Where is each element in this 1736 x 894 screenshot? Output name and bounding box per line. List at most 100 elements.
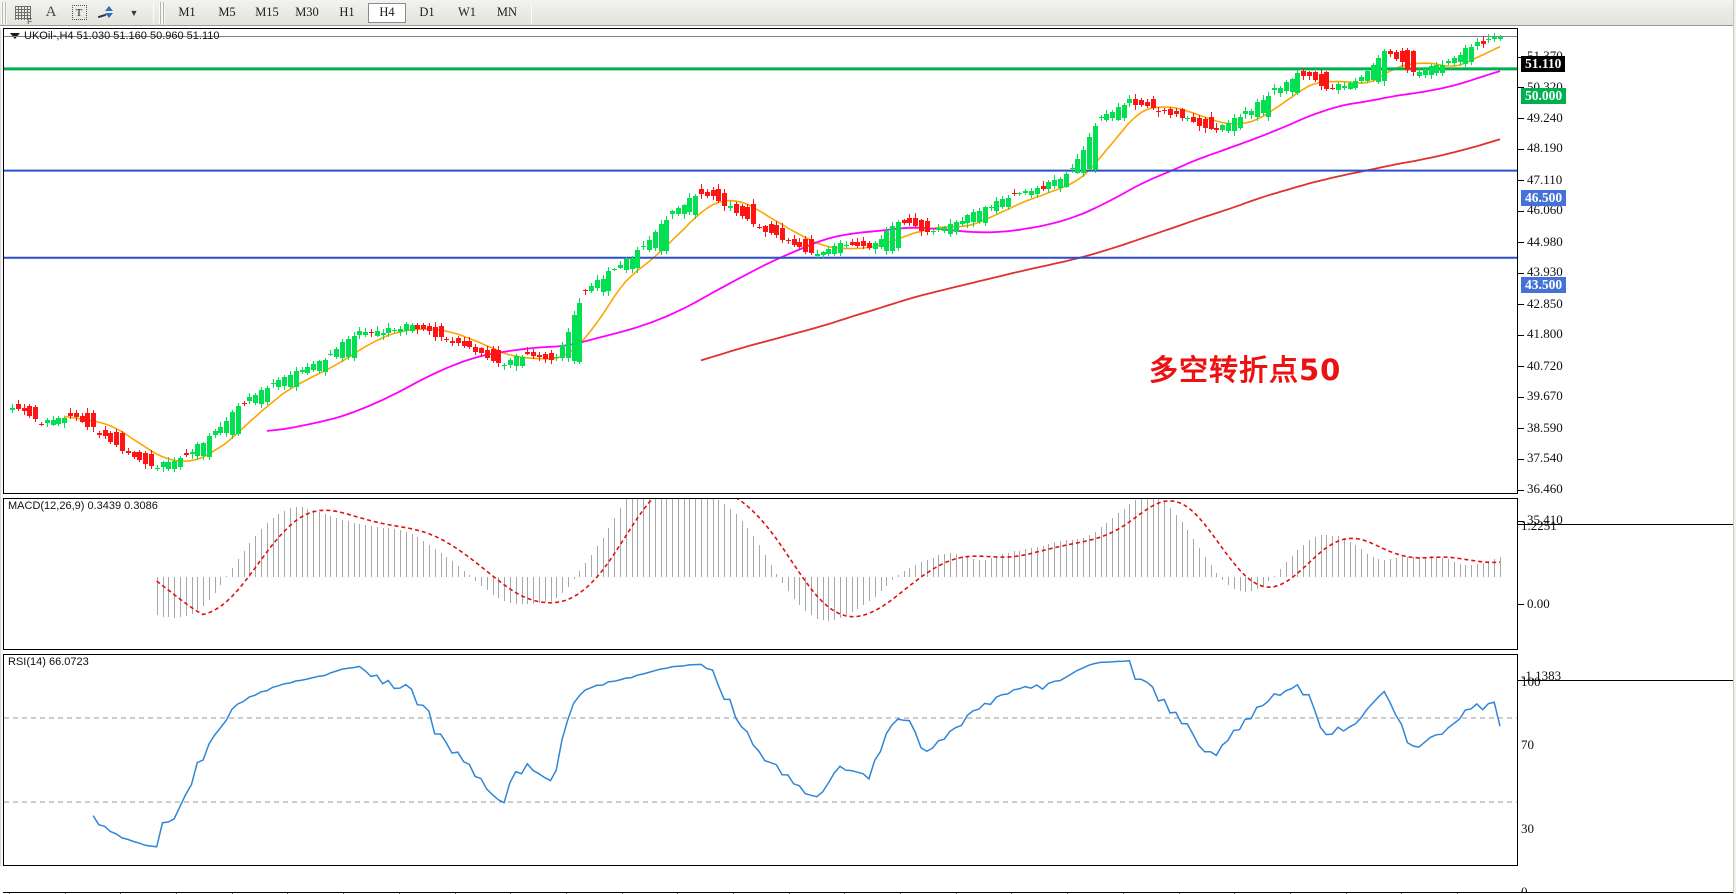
macd-tick: 1.2251 — [1521, 518, 1557, 533]
macd-histogram-bar — [672, 499, 673, 577]
price-badge-51-110[interactable]: 51.110 — [1521, 55, 1566, 72]
macd-histogram-bar — [834, 576, 836, 620]
timeframe-m15[interactable]: M15 — [255, 5, 279, 19]
candle-body — [797, 242, 803, 247]
candle-body — [780, 228, 786, 241]
candle-body — [832, 245, 838, 254]
candle-body — [1318, 73, 1324, 87]
macd-histogram-bar — [915, 564, 917, 577]
candle-body — [953, 221, 959, 232]
candle-body — [924, 221, 930, 233]
candle-body — [589, 285, 594, 291]
timeframe-m1[interactable]: M1 — [178, 5, 196, 19]
text-box-icon[interactable]: T — [66, 2, 92, 24]
macd-histogram-bar — [1285, 562, 1287, 577]
price-pane[interactable]: UKOil-,H4 51.030 51.160 50.960 51.110 多空… — [3, 28, 1518, 494]
price-tick: 44.980 — [1518, 234, 1563, 250]
candle-body — [1266, 95, 1272, 118]
symbol-ohlc-label: UKOil-,H4 51.030 51.160 50.960 51.110 — [24, 30, 220, 42]
rsi-pane[interactable]: RSI(14) 66.0723 — [3, 654, 1518, 866]
timeframe-m5[interactable]: M5 — [218, 5, 236, 19]
candle-body — [1353, 81, 1359, 89]
timeframe-h4[interactable]: H4 — [368, 2, 406, 23]
price-badge-50-000[interactable]: 50.000 — [1521, 87, 1567, 104]
chevron-down-icon[interactable]: ▼ — [129, 7, 139, 18]
macd-histogram-bar — [758, 545, 760, 577]
macd-histogram-bar — [608, 528, 610, 577]
macd-histogram-bar — [625, 499, 627, 577]
macd-pane[interactable]: MACD(12,26,9) 0.3439 0.3086 — [3, 498, 1518, 650]
candle-body — [1034, 187, 1040, 195]
candle-body — [565, 332, 571, 358]
macd-histogram-bar — [950, 553, 951, 577]
candle-body — [79, 416, 85, 423]
toolbar-drag-handle[interactable] — [1, 1, 7, 24]
timeframe-drag-handle[interactable] — [159, 1, 165, 24]
chart-left-scroll-strip[interactable] — [0, 28, 3, 866]
grid-icon[interactable] — [10, 2, 36, 26]
macd-histogram-bar — [272, 517, 274, 577]
macd-histogram-bar — [921, 562, 922, 577]
window-right-edge — [1733, 0, 1736, 894]
candle-body — [687, 197, 693, 213]
macd-histogram-bar — [342, 519, 343, 577]
macd-histogram-bar — [162, 576, 164, 617]
candle-body — [33, 406, 39, 420]
objects-icon[interactable] — [94, 2, 120, 24]
timeframe-d1[interactable]: D1 — [419, 5, 435, 19]
timeframe-w1[interactable]: W1 — [457, 5, 477, 19]
symbol-dropdown-caret-icon[interactable] — [10, 33, 20, 39]
macd-histogram-bar — [909, 567, 911, 577]
candle-body — [820, 252, 826, 256]
candle-body — [461, 340, 467, 347]
macd-histogram-bar — [567, 576, 569, 588]
macd-histogram-bar — [1355, 545, 1357, 577]
candle-body — [369, 331, 374, 334]
candle-body — [1191, 116, 1197, 122]
candle-body — [1011, 192, 1017, 195]
candle-body — [166, 461, 172, 470]
candle-body — [762, 226, 768, 233]
macd-histogram-bar — [1251, 576, 1252, 592]
price-badge-43-500[interactable]: 43.500 — [1521, 276, 1567, 293]
candle-body — [108, 432, 114, 442]
candle-body — [357, 330, 363, 335]
candle-body — [768, 224, 774, 234]
candle-body — [739, 206, 745, 217]
macd-histogram-bar — [289, 508, 291, 577]
candle-body — [1301, 70, 1307, 76]
candle-body — [855, 241, 861, 246]
macd-histogram-bar — [1164, 502, 1166, 577]
price-tick: 42.850 — [1518, 296, 1563, 312]
candle-body — [38, 423, 44, 425]
candle-body — [426, 326, 432, 331]
macd-histogram-bar — [405, 531, 407, 577]
timeframe-h1[interactable]: H1 — [339, 5, 355, 19]
candle-body — [1098, 116, 1104, 119]
macd-histogram-bar — [232, 567, 233, 577]
macd-histogram-bar — [1407, 557, 1409, 577]
candle-body — [1370, 65, 1376, 80]
candle-body — [1069, 167, 1075, 170]
candle-body — [102, 430, 108, 437]
macd-histogram-bar — [463, 570, 465, 577]
price-scale[interactable]: 51.37050.32049.24048.19047.11046.06044.9… — [1518, 48, 1733, 894]
macd-histogram-bar — [266, 523, 268, 577]
macd-histogram-bar — [562, 576, 563, 594]
macd-histogram-bar — [1025, 549, 1027, 577]
macd-histogram-bar — [214, 576, 216, 593]
timeframe-mn[interactable]: MN — [496, 5, 518, 19]
candle-body — [1231, 117, 1237, 132]
timeframe-m30[interactable]: M30 — [295, 5, 319, 19]
candle-body — [1173, 111, 1179, 115]
candle-body — [206, 436, 212, 457]
candle-body — [1463, 47, 1469, 64]
candle-body — [1330, 87, 1336, 89]
candle-body — [791, 238, 797, 246]
candle-body — [623, 259, 629, 271]
price-badge-46-500[interactable]: 46.500 — [1521, 189, 1567, 206]
chart-area[interactable]: UKOil-,H4 51.030 51.160 50.960 51.110 多空… — [0, 26, 1736, 894]
candle-body — [224, 421, 230, 434]
letter-a-icon[interactable]: A — [45, 4, 57, 20]
macd-histogram-bar — [550, 576, 552, 601]
